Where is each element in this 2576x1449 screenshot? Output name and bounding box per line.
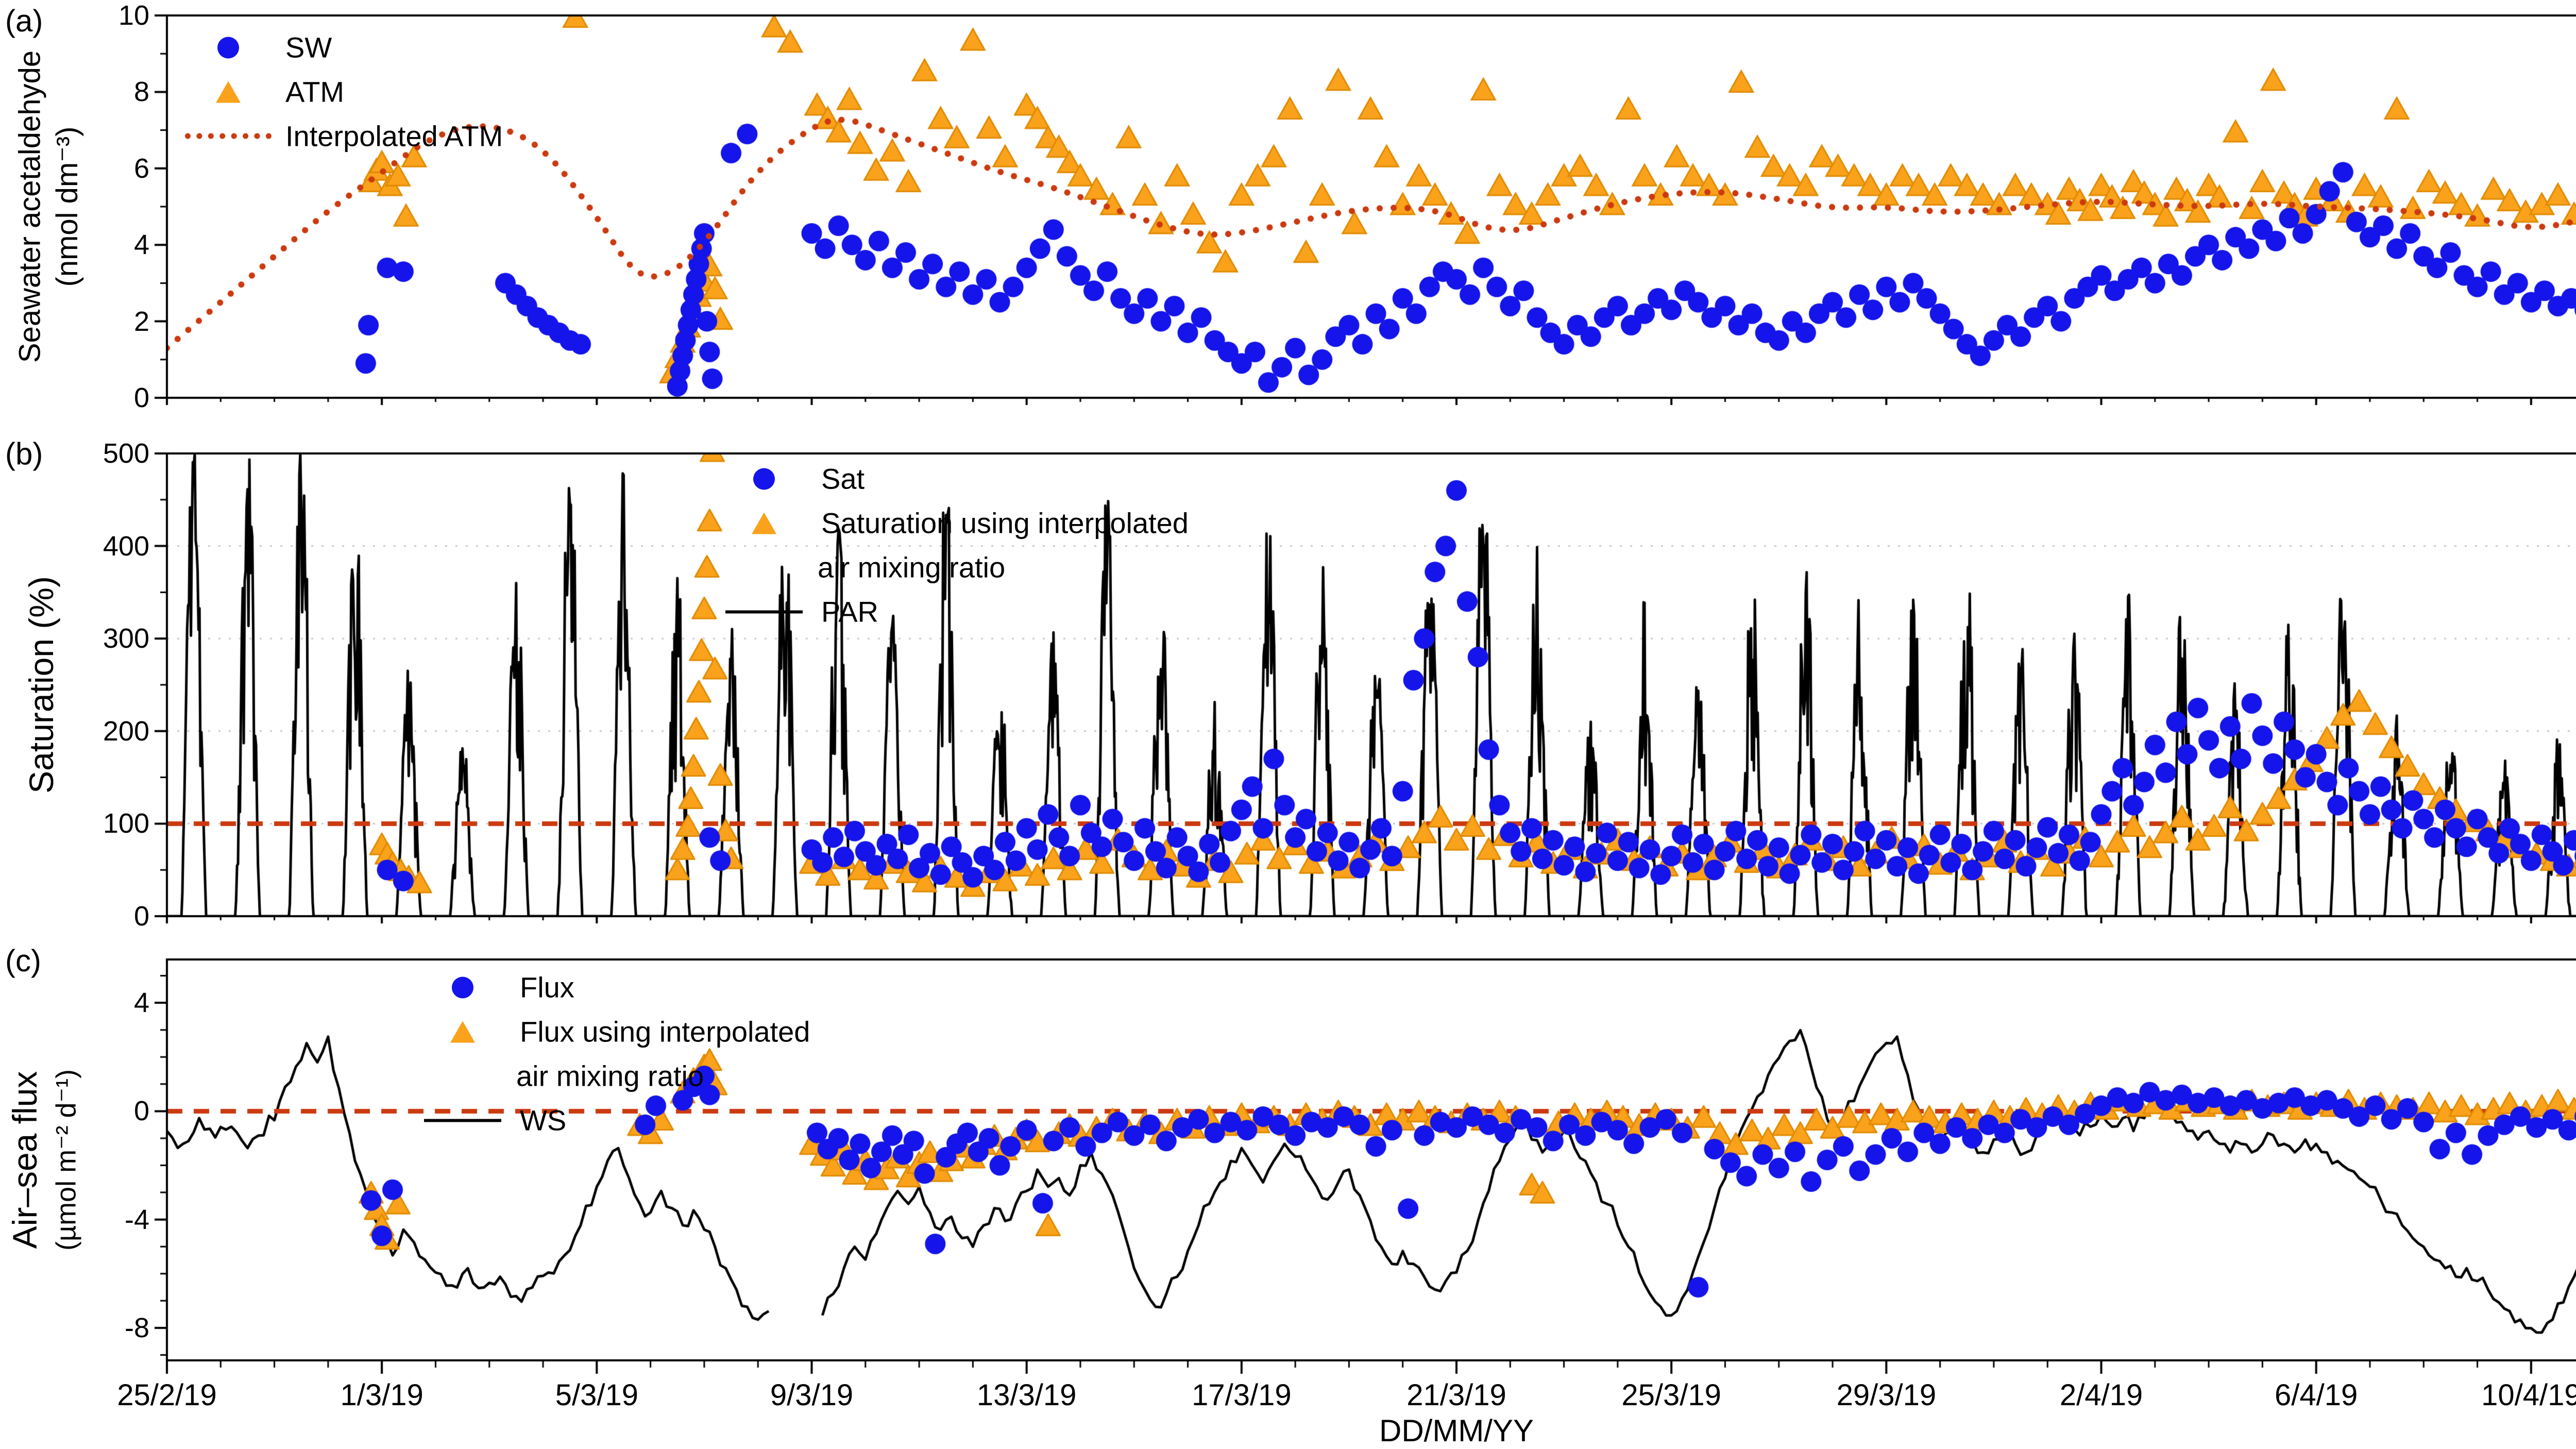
y-tick-label: 200: [103, 715, 149, 747]
panel-c-label: (c): [5, 943, 41, 978]
panel-b-label: (b): [5, 436, 43, 471]
x-axis-title: DD/MM/YY: [1379, 1413, 1534, 1448]
y-tick-label: 2: [133, 306, 149, 337]
panel-c-left-axis-title-line2: (µmol m⁻² d⁻¹): [50, 1069, 82, 1251]
legend-label: WS: [520, 1104, 567, 1137]
y-tick-label: 10: [118, 0, 149, 31]
circle-marker-icon: [217, 37, 239, 58]
legend-item-flux-interpolated: Flux using interpolated: [417, 1015, 810, 1049]
solid-line-icon: [725, 610, 803, 613]
x-tick-label: 21/3/19: [1406, 1378, 1506, 1412]
panel-b-left-axis-title: Saturation (%): [22, 576, 60, 794]
y-tick-label: 0: [133, 901, 149, 932]
circle-marker-icon: [451, 976, 473, 998]
y-tick-label: 4: [133, 229, 149, 261]
legend-item-sat-interpolated: Saturation using interpolated: [719, 507, 1189, 540]
legend-item-ws: WS: [417, 1104, 566, 1137]
legend-label: ATM: [285, 75, 345, 108]
dotted-line-icon: [184, 133, 272, 139]
y-tick-label: 300: [103, 623, 149, 654]
triangle-marker-icon: [450, 1021, 475, 1042]
y-tick-label: 8: [133, 76, 149, 108]
legend-label: Saturation using interpolated: [821, 507, 1189, 540]
circle-marker-icon: [753, 468, 775, 490]
x-tick-label: 17/3/19: [1192, 1378, 1292, 1412]
legend-label: Flux using interpolated: [520, 1015, 810, 1048]
y-tick-label: 500: [103, 438, 149, 469]
legend-label: Sat: [821, 462, 865, 495]
x-tick-label: 25/2/19: [117, 1378, 217, 1412]
x-tick-label: 25/3/19: [1621, 1378, 1721, 1412]
legend-label: Flux: [520, 971, 574, 1004]
triangle-marker-icon: [215, 81, 241, 103]
legend-item-sat: Sat: [719, 462, 865, 496]
panel-a-left-axis-title-line1: Seawater acetaldehyde: [13, 50, 47, 363]
legend-item-par: PAR: [719, 595, 878, 629]
x-tick-label: 2/4/19: [2059, 1378, 2143, 1412]
panel-a-left-axis-title-line2: (nmol dm⁻³): [50, 126, 84, 287]
legend-item-interpolated-atm: Interpolated ATM: [183, 120, 503, 153]
legend-label-continuation: air mixing ratio: [818, 551, 1006, 584]
x-tick-label: 6/4/19: [2275, 1378, 2358, 1412]
x-tick-label: 10/4/19: [2481, 1378, 2576, 1412]
legend-item-sw: SW: [183, 31, 332, 64]
triangle-marker-icon: [751, 512, 776, 534]
x-tick-label: 29/3/19: [1836, 1378, 1937, 1412]
solid-line-icon: [423, 1119, 501, 1122]
y-tick-label: -4: [124, 1204, 149, 1235]
y-tick-label: -8: [124, 1312, 149, 1343]
y-tick-label: 6: [133, 153, 149, 184]
legend-label: SW: [285, 31, 332, 64]
y-tick-label: 400: [103, 530, 149, 562]
y-tick-label: 4: [133, 987, 149, 1019]
legend-label: PAR: [821, 595, 878, 628]
legend-label-continuation: air mixing ratio: [516, 1059, 704, 1092]
legend-item-atm: ATM: [183, 75, 344, 109]
x-tick-label: 5/3/19: [555, 1378, 638, 1412]
y-tick-label: 100: [103, 808, 149, 839]
legend-label: Interpolated ATM: [285, 120, 503, 153]
panel-c-left-axis-title-line1: Air–sea flux: [6, 1071, 44, 1249]
y-tick-label: 0: [133, 1096, 149, 1127]
x-tick-label: 9/3/19: [770, 1378, 854, 1412]
panel-a-label: (a): [5, 4, 43, 38]
x-tick-label: 13/3/19: [976, 1378, 1077, 1412]
y-tick-label: 0: [133, 382, 149, 413]
x-tick-label: 1/3/19: [340, 1378, 423, 1412]
legend-item-flux: Flux: [417, 971, 574, 1004]
